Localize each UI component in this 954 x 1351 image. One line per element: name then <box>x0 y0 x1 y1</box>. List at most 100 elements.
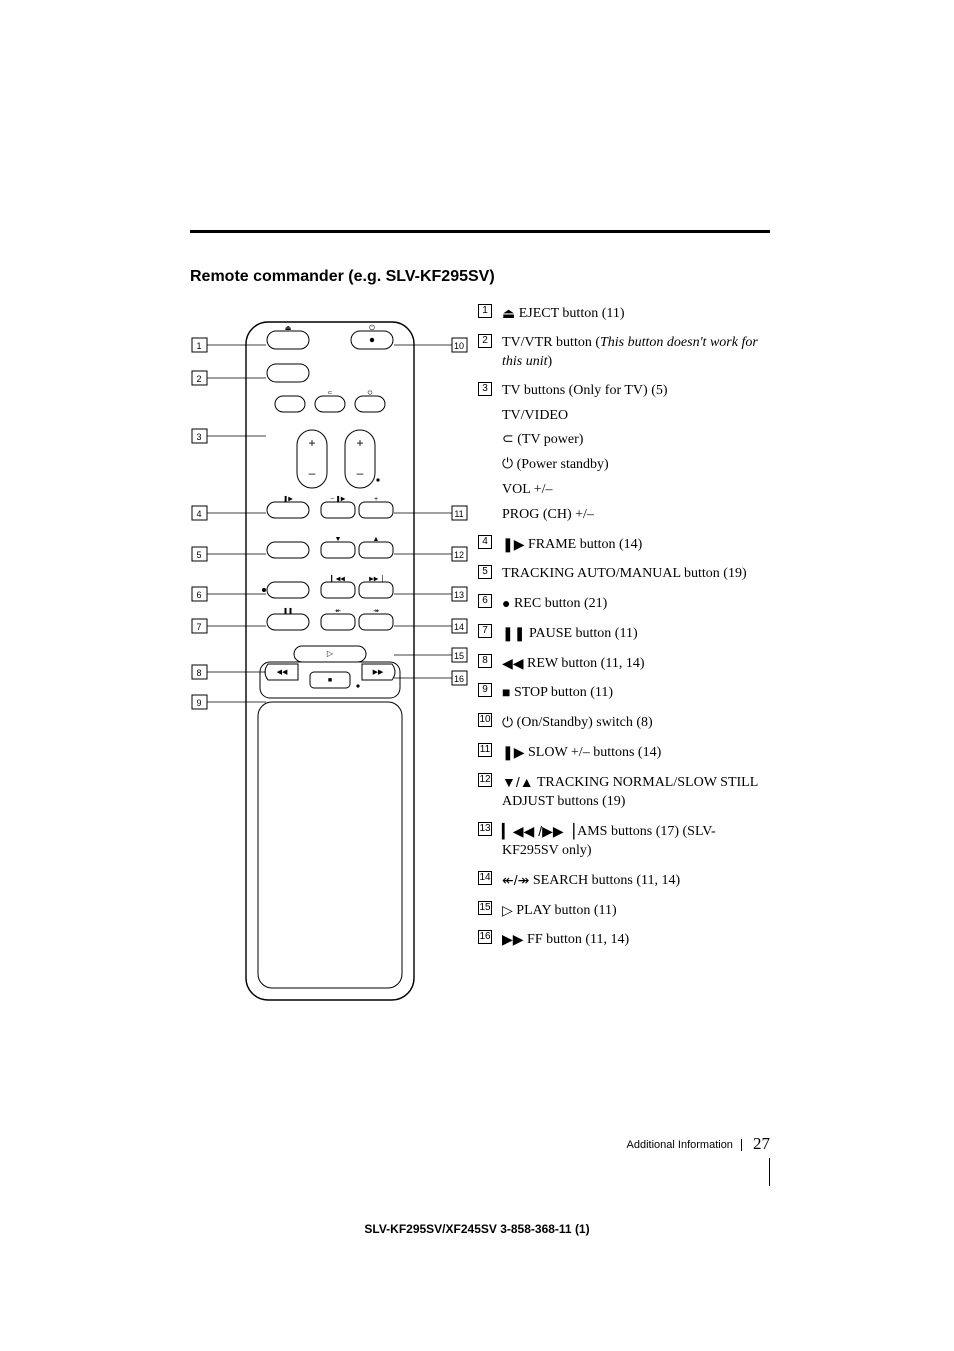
svg-text:10: 10 <box>454 341 464 351</box>
item-label: TV buttons (Only for TV) (5) <box>502 383 668 398</box>
top-rule <box>190 230 770 233</box>
svg-text:+: + <box>356 436 363 450</box>
item-sub: TV/VIDEO <box>502 407 770 426</box>
item-text: ❚❚ PAUSE button (11) <box>502 624 770 644</box>
symbol-icon: ▼/▲ <box>502 773 534 792</box>
item-text: ❚▶ FRAME button (14) <box>502 535 770 555</box>
item-text: ◀◀ REW button (11, 14) <box>502 654 770 674</box>
desc-item: 8◀◀ REW button (11, 14) <box>478 654 770 674</box>
document-id: SLV-KF295SV/XF245SV 3-858-368-11 (1) <box>0 1222 954 1236</box>
item-number: 6 <box>478 594 492 608</box>
item-label: REW button (11, 14) <box>527 656 644 671</box>
desc-item: 10⏻ (On/Standby) switch (8) <box>478 713 770 733</box>
item-number: 11 <box>478 743 492 757</box>
remote-diagram: ⏏⏻⊂⏻+–+–❚▶– ❚▶+▼▲▎◀◀▶▶▕❚❚↞↠▷◀◀■▶▶1234567… <box>190 300 470 1020</box>
description-list: 1 ⏏ EJECT button (11) 2 TV/VTR button (This… <box>478 304 770 960</box>
item-number: 10 <box>478 713 492 727</box>
item-number: 3 <box>478 382 492 396</box>
svg-text:⏏: ⏏ <box>285 325 292 332</box>
symbol-icon: ◀◀ <box>502 654 524 673</box>
item-number: 1 <box>478 304 492 318</box>
item-text: ▶▶ FF button (11, 14) <box>502 930 770 950</box>
item-label: PLAY button (11) <box>516 903 616 918</box>
desc-item: 11 ❚▶ SLOW +/– buttons (14) <box>478 743 770 763</box>
symbol-icon: ❚▶ <box>502 535 525 554</box>
item-label: FRAME button (14) <box>528 537 642 552</box>
desc-item: 2 TV/VTR button (This button doesn't work… <box>478 334 770 372</box>
item-label: EJECT button (11) <box>519 306 625 321</box>
item-sub: ⊂ (TV power) <box>502 431 770 450</box>
item-label: PAUSE button (11) <box>529 626 638 641</box>
svg-text:15: 15 <box>454 651 464 661</box>
item-number: 9 <box>478 683 492 697</box>
svg-text:⊂: ⊂ <box>327 391 332 397</box>
desc-item: 4 ❚▶ FRAME button (14) <box>478 535 770 555</box>
desc-item: 15 ▷ PLAY button (11) <box>478 901 770 921</box>
item-number: 13 <box>478 822 492 836</box>
item-number: 12 <box>478 773 492 787</box>
symbol-icon: ▎◀◀ /▶▶▕ <box>502 822 574 841</box>
svg-text:2: 2 <box>196 374 201 384</box>
item-text: ❚▶ SLOW +/– buttons (14) <box>502 743 770 763</box>
svg-text:9: 9 <box>196 698 201 708</box>
svg-text:↠: ↠ <box>373 608 379 615</box>
item-text: TV/VTR button (This button doesn't work … <box>502 334 770 372</box>
item-tail: ) <box>548 354 553 369</box>
item-number: 5 <box>478 565 492 579</box>
svg-text:4: 4 <box>196 509 201 519</box>
svg-text:◀◀: ◀◀ <box>277 669 288 676</box>
svg-text:⏻: ⏻ <box>369 324 375 332</box>
svg-text:13: 13 <box>454 590 464 600</box>
desc-item: 5 TRACKING AUTO/MANUAL button (19) <box>478 565 770 584</box>
item-label: TRACKING AUTO/MANUAL button (19) <box>502 566 747 581</box>
item-number: 16 <box>478 930 492 944</box>
symbol-icon: ▶▶ <box>502 930 524 949</box>
item-text: ● REC button (21) <box>502 594 770 614</box>
svg-text:▶▶: ▶▶ <box>373 669 384 676</box>
svg-text:12: 12 <box>454 550 464 560</box>
symbol-icon: ■ <box>502 683 510 702</box>
item-text: ▎◀◀ /▶▶▕ AMS buttons (17) (SLV-KF295SV o… <box>502 822 770 861</box>
desc-item: 14 ↞/↠ SEARCH buttons (11, 14) <box>478 871 770 891</box>
svg-text:❚▶: ❚▶ <box>283 496 293 503</box>
desc-item: 9 ■ STOP button (11) <box>478 683 770 703</box>
item-label: STOP button (11) <box>514 685 613 700</box>
svg-text:–: – <box>357 466 364 480</box>
item-text: ⏏ EJECT button (11) <box>502 304 770 324</box>
svg-text:–: – <box>309 466 316 480</box>
footer-tick <box>769 1158 770 1186</box>
svg-text:11: 11 <box>454 509 463 519</box>
item-label: TRACKING NORMAL/SLOW STILL ADJUST button… <box>502 775 758 809</box>
item-number: 14 <box>478 871 492 885</box>
symbol-icon: ⏻ <box>502 713 513 732</box>
svg-text:▼: ▼ <box>335 536 342 543</box>
item-label: TV/VTR button ( <box>502 335 600 350</box>
item-label: SLOW +/– buttons (14) <box>528 745 661 760</box>
item-text: TV buttons (Only for TV) (5) TV/VIDEO ⊂ (T… <box>502 382 770 525</box>
item-sub: VOL +/– <box>502 481 770 500</box>
desc-item: 7 ❚❚ PAUSE button (11) <box>478 624 770 644</box>
item-number: 15 <box>478 901 492 915</box>
svg-text:1: 1 <box>196 341 201 351</box>
item-number: 4 <box>478 535 492 549</box>
svg-text:+: + <box>308 436 315 450</box>
symbol-icon: ▷ <box>502 901 513 920</box>
item-label: SEARCH buttons (11, 14) <box>533 873 680 888</box>
item-number: 2 <box>478 334 492 348</box>
svg-text:■: ■ <box>328 677 332 684</box>
svg-text:– ❚▶: – ❚▶ <box>331 496 346 503</box>
page-footer: Additional Information 27 <box>627 1134 770 1154</box>
svg-text:5: 5 <box>196 550 201 560</box>
item-number: 7 <box>478 624 492 638</box>
svg-text:7: 7 <box>196 622 201 632</box>
symbol-icon: ❚❚ <box>502 624 525 643</box>
symbol-icon: ↞/↠ <box>502 871 529 890</box>
item-text: ↞/↠ SEARCH buttons (11, 14) <box>502 871 770 891</box>
desc-item: 12 ▼/▲ TRACKING NORMAL/SLOW STILL ADJUST … <box>478 773 770 812</box>
item-sub: ⏻ (Power standby) <box>502 456 770 475</box>
svg-text:❚❚: ❚❚ <box>283 608 293 615</box>
symbol-icon: ⏏ <box>502 304 515 323</box>
svg-text:+: + <box>374 496 378 503</box>
section-heading: Remote commander (e.g. SLV-KF295SV) <box>190 268 495 286</box>
svg-text:8: 8 <box>196 668 201 678</box>
